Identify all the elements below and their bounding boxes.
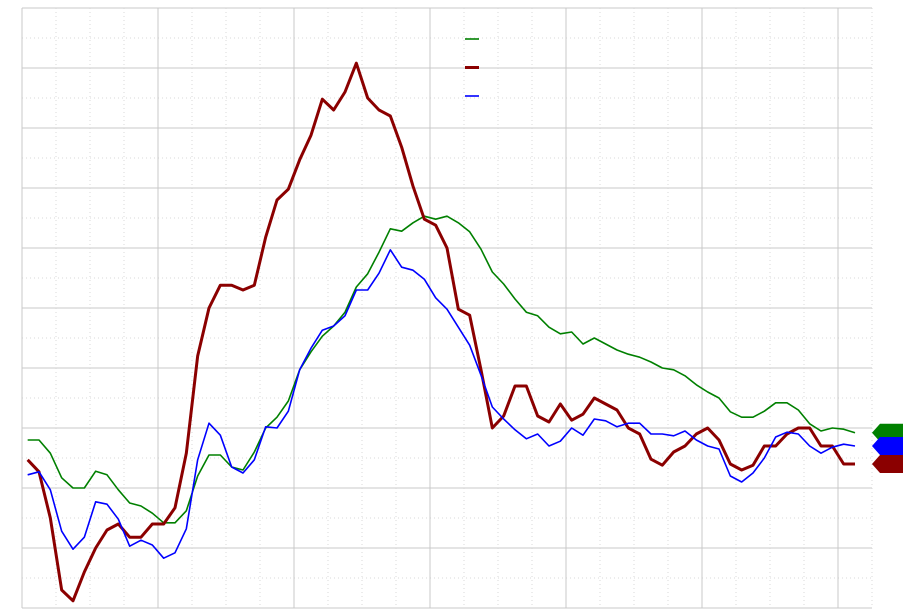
last-value-marker [872, 437, 903, 455]
series-line [27, 249, 856, 559]
last-value-marker [872, 455, 903, 473]
series-line [26, 61, 855, 603]
